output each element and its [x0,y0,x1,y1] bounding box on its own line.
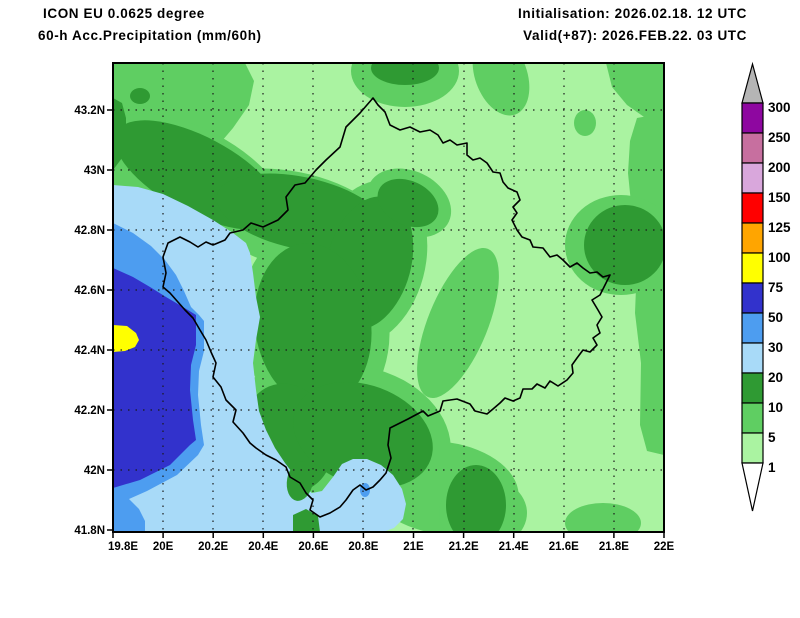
fill-10-20-south-tip [286,461,314,501]
y-axis-tick-label: 43.2N [74,105,105,117]
y-axis-tick-label: 42.2N [74,405,105,417]
colorbar-segment [741,102,764,134]
x-axis-tick-label: 21.8E [599,541,629,553]
colorbar-label: 50 [768,310,783,325]
colorbar-label: 75 [768,280,784,295]
colorbar-label: 100 [768,250,791,265]
product-title: 60-h Acc.Precipitation (mm/60h) [38,28,262,43]
x-axis-tick-label: 21.6E [549,541,579,553]
x-axis-tick-label: 20.4E [248,541,278,553]
colorbar-segment [741,162,764,194]
colorbar-label: 300 [768,100,791,115]
x-axis-tick-label: 20E [153,541,174,553]
y-axis-tick-label: 42N [84,465,105,477]
colorbar-label: 125 [768,220,791,235]
colorbar-segment [741,342,764,374]
y-axis-tick-label: 43N [84,165,105,177]
colorbar-segment [741,312,764,344]
colorbar-segment [741,372,764,404]
colorbar-segment [741,282,764,314]
colorbar-segment [741,432,764,464]
colorbar-segment [741,252,764,284]
colorbar-label: 20 [768,370,783,385]
axes: 19.8E 20E 20.2E 20.4E 20.6E 20.8E 21E 21.2E 21.4… [74,105,674,553]
colorbar-legend: 300 250 200 150 125 100 75 50 30 20 10 5 1 [741,61,791,512]
colorbar-segment [741,222,764,254]
colorbar-label: 1 [768,460,776,475]
colorbar-label: 30 [768,340,783,355]
x-axis-tick-label: 19.8E [108,541,138,553]
y-axis-tick-label: 42.6N [74,285,105,297]
precip-map [112,62,665,533]
valid-time-label: Valid(+87): 2026.FEB.22. 03 UTC [523,28,747,43]
colorbar-segment [741,402,764,434]
init-time-label: Initialisation: 2026.02.18. 12 UTC [518,6,747,21]
y-axis-tick-label: 42.4N [74,345,105,357]
colorbar-label: 5 [768,430,776,445]
y-axis-tick-label: 42.8N [74,225,105,237]
x-axis-tick-label: 21.4E [499,541,529,553]
precip-fill-layers [113,63,664,532]
x-axis-tick-label: 21E [403,541,424,553]
colorbar-label: 250 [768,130,791,145]
x-axis-tick-label: 20.6E [298,541,328,553]
fill-10-20-bottom-tip [293,509,320,532]
map-frame [112,62,665,533]
y-axis-tick-label: 41.8N [74,525,105,537]
x-axis-tick-label: 20.8E [348,541,378,553]
model-title: ICON EU 0.0625 degree [43,6,205,21]
country-border [162,97,611,518]
x-axis-tick-label: 22E [654,541,675,553]
fill-75-100 [113,325,139,352]
colorbar-segment [741,192,764,224]
fill-50-75 [113,268,196,488]
x-axis-tick-label: 20.2E [198,541,228,553]
colorbar-segment [741,132,764,164]
colorbar-label: 150 [768,190,791,205]
colorbar-under-arrow [741,462,764,512]
colorbar-over-arrow [741,61,764,104]
x-axis-tick-label: 21.2E [449,541,479,553]
colorbar-label: 10 [768,400,783,415]
colorbar-label: 200 [768,160,791,175]
